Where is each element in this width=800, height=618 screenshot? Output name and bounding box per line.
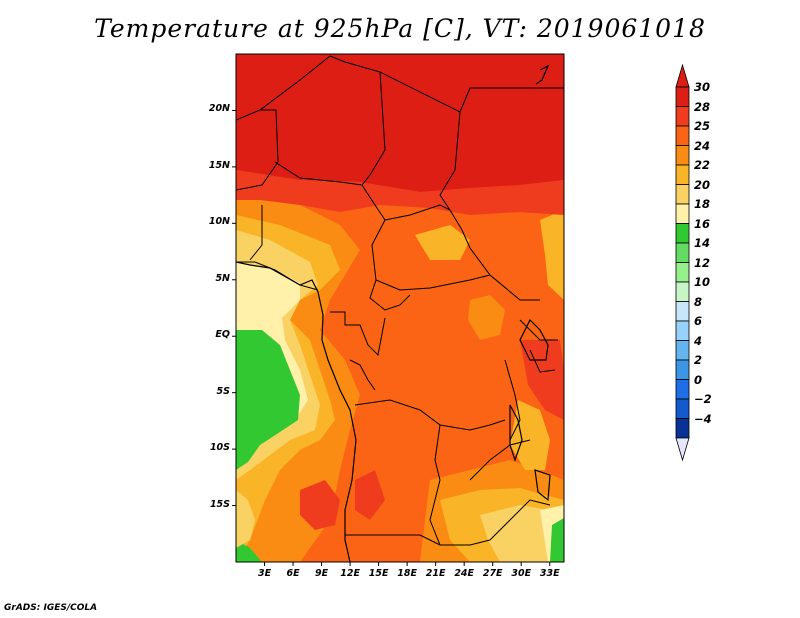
lon-tick-label: 18E <box>397 568 417 579</box>
colorbar-swatch <box>675 301 690 322</box>
temperature-field <box>236 54 564 562</box>
colorbar-level-label: 24 <box>694 138 711 153</box>
colorbar-swatch <box>675 145 690 166</box>
colorbar-level-label: 18 <box>694 197 711 211</box>
colorbar-under-arrow <box>675 437 690 462</box>
colorbar-level-label: 28 <box>694 99 711 114</box>
colorbar-level-label: −4 <box>694 411 712 426</box>
colorbar-level-label: 20 <box>694 177 711 192</box>
colorbar-over-arrow <box>675 63 690 88</box>
colorbar-level-label: 16 <box>694 216 711 231</box>
map-title: Temperature at 925hPa [C], VT: 201906101… <box>94 14 706 43</box>
country-borders <box>236 55 564 546</box>
field-22-24-north <box>415 225 470 260</box>
colorbar-swatch <box>675 379 690 400</box>
field-over-30 <box>236 54 564 192</box>
lon-tick-label: 15E <box>368 568 389 579</box>
field-28-30-angola <box>300 480 340 530</box>
colorbar <box>675 63 690 462</box>
colorbar-swatch <box>675 418 690 439</box>
lon-tick-label: 24E <box>454 568 475 579</box>
colorbar-swatch <box>675 320 690 341</box>
colorbar-swatch <box>675 164 690 185</box>
colorbar-level-label: 8 <box>694 294 703 309</box>
lon-tick-label: 30E <box>511 568 532 579</box>
colorbar-swatch <box>675 184 690 205</box>
colorbar-level-label: 25 <box>694 119 711 133</box>
colorbar-swatch <box>675 106 690 127</box>
colorbar-swatch <box>675 86 690 107</box>
lon-tick-label: 27E <box>482 568 503 579</box>
colorbar-swatch <box>675 281 690 302</box>
colorbar-level-label: −2 <box>694 392 712 406</box>
field-24-25-center <box>468 295 505 340</box>
colorbar-swatch <box>675 242 690 263</box>
map-frame <box>235 53 565 563</box>
colorbar-swatch <box>675 223 690 244</box>
lat-tick-label: EQ <box>215 329 230 341</box>
field-28-30-south <box>355 470 385 520</box>
lat-tick-label: 5N <box>215 272 230 284</box>
colorbar-swatch <box>675 340 690 361</box>
colorbar-swatch <box>675 359 690 380</box>
colorbar-level-label: 12 <box>694 255 711 270</box>
lat-tick-label: 15N <box>208 159 230 171</box>
coastline <box>236 64 551 562</box>
colorbar-level-label: 30 <box>694 80 711 94</box>
field-16-18-sw <box>236 540 262 562</box>
colorbar-swatch <box>675 398 690 419</box>
colorbar-level-label: 2 <box>694 353 703 367</box>
colorbar-level-label: 14 <box>694 236 711 250</box>
lon-tick-label: 3E <box>257 568 272 579</box>
lon-tick-label: 9E <box>315 568 329 579</box>
colorbar-level-label: 0 <box>694 372 703 387</box>
colorbar-level-label: 4 <box>694 333 703 348</box>
lon-tick-label: 12E <box>340 568 360 579</box>
colorbar-level-label: 22 <box>694 158 711 172</box>
field-22-24-ne <box>540 210 564 300</box>
lat-tick-label: 10N <box>208 216 230 228</box>
lat-tick-label: 20N <box>208 103 230 115</box>
axis-ticks <box>232 109 551 566</box>
lon-tick-label: 21E <box>425 568 446 579</box>
colorbar-level-label: 10 <box>694 275 711 289</box>
colorbar-swatch <box>675 262 690 283</box>
lat-tick-label: 10S <box>209 442 230 454</box>
field-16-18-se <box>550 518 564 562</box>
lat-tick-label: 5S <box>216 385 230 397</box>
field-16-18-ocean <box>236 330 300 470</box>
field-20-22-sw <box>236 490 255 548</box>
colorbar-swatch <box>675 203 690 224</box>
field-28-30-north <box>236 170 564 215</box>
colorbar-swatch <box>675 125 690 146</box>
lon-tick-label: 6E <box>286 568 300 579</box>
lat-tick-label: 15S <box>209 498 230 510</box>
colorbar-level-label: 6 <box>694 314 703 328</box>
credit-label: GrADS: IGES/COLA <box>4 603 98 613</box>
lon-tick-label: 33E <box>539 568 560 579</box>
